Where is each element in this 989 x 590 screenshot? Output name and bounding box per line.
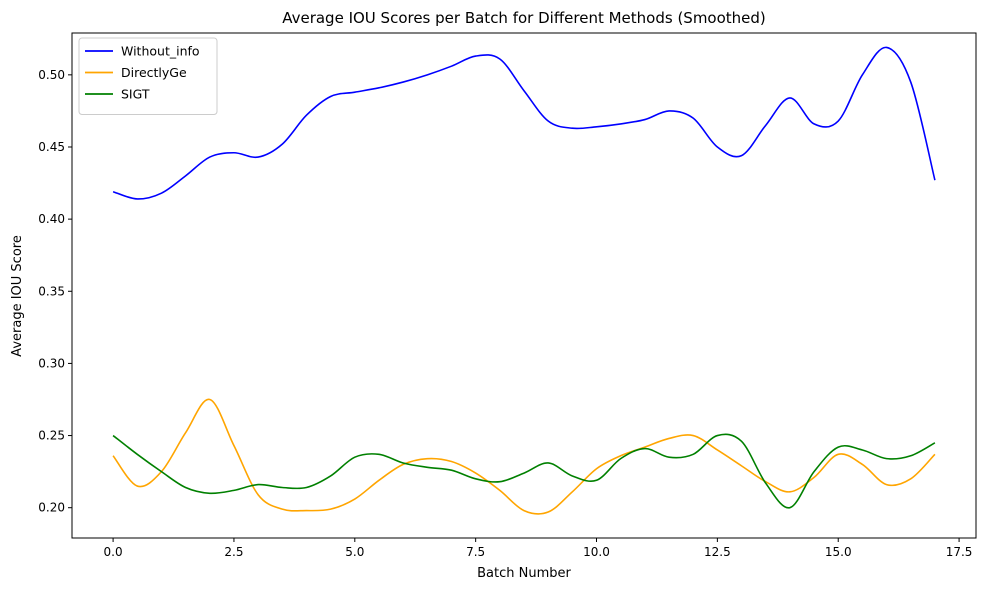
plot-frame — [71, 32, 977, 539]
x-tick-label: 2.5 — [224, 545, 243, 559]
chart-title: Average IOU Scores per Batch for Differe… — [282, 9, 766, 27]
series-line-without-info — [112, 46, 936, 200]
y-tick-label: 0.20 — [38, 501, 65, 515]
x-tick-label: 10.0 — [583, 545, 610, 559]
x-tick-label: 0.0 — [104, 545, 123, 559]
x-tick-label: 7.5 — [466, 545, 485, 559]
x-tick-label: 15.0 — [825, 545, 852, 559]
y-tick-label: 0.25 — [38, 429, 65, 443]
legend-label: SIGT — [121, 87, 150, 102]
y-axis-label: Average IOU Score — [10, 235, 25, 357]
legend-box — [78, 37, 218, 115]
x-axis-label: Batch Number — [477, 566, 571, 581]
series-line-sigt — [112, 433, 936, 509]
x-tick-label: 5.0 — [345, 545, 364, 559]
y-tick-label: 0.40 — [38, 212, 65, 226]
y-tick-label: 0.30 — [38, 356, 65, 370]
x-tick-label: 12.5 — [704, 545, 731, 559]
legend-label: Without_info — [121, 44, 200, 59]
y-tick-label: 0.50 — [38, 68, 65, 82]
x-tick-label: 17.5 — [946, 545, 973, 559]
series-line-directlyge — [112, 398, 936, 515]
y-tick-label: 0.45 — [38, 140, 65, 154]
legend-label: DirectlyGe — [121, 65, 187, 80]
y-tick-label: 0.35 — [38, 284, 65, 298]
plot-area: 0.0 2.5 5.0 7.5 10.0 12.5 15.0 17.5 0.20 0.25 0.30… — [38, 32, 977, 559]
legend: Without_info DirectlyGe SIGT — [78, 37, 218, 115]
